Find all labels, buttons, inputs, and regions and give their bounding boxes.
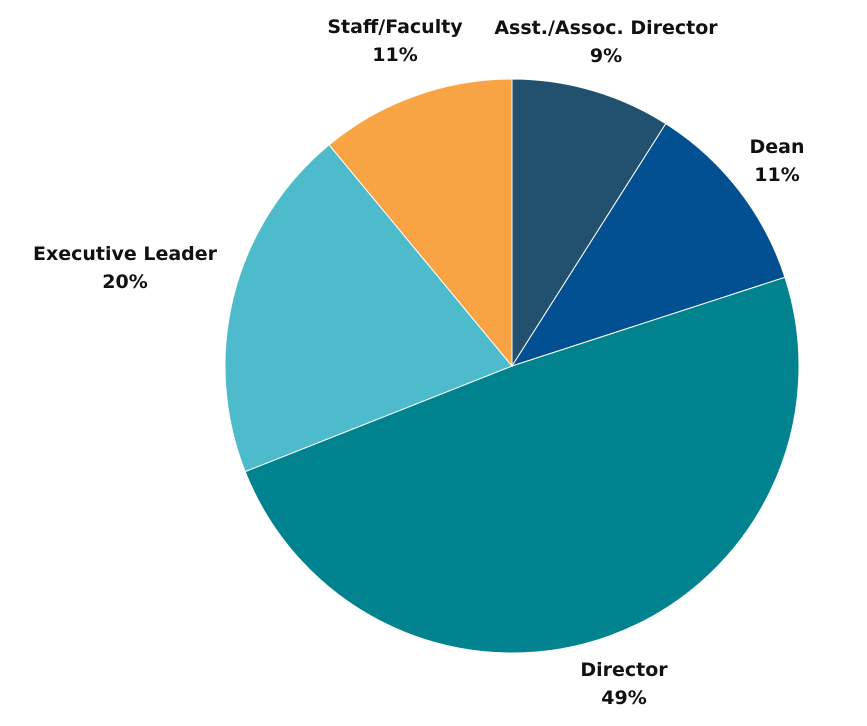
pie-slice-staff-faculty <box>328 78 513 368</box>
label-asst-assoc-director: Asst./Assoc. Director 9% <box>494 17 718 67</box>
pie-slice-director <box>244 276 800 654</box>
label-executive-leader: Executive Leader 20% <box>32 243 218 293</box>
pie-slice-dean <box>510 122 786 367</box>
pie-slice-executive-leader <box>224 144 513 473</box>
pie-slice-asst-assoc-director <box>511 78 667 368</box>
label-staff-faculty: Staff/Faculty 11% <box>327 16 463 66</box>
label-dean: Dean 11% <box>749 136 805 186</box>
label-director: Director 49% <box>580 659 668 709</box>
